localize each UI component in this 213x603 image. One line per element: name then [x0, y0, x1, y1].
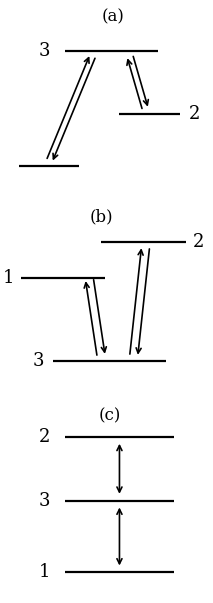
Text: 2: 2 — [39, 428, 50, 446]
Text: 3: 3 — [39, 42, 50, 60]
Text: (c): (c) — [98, 407, 121, 424]
Text: 1: 1 — [3, 268, 14, 286]
Text: (a): (a) — [102, 9, 125, 26]
Text: 1: 1 — [39, 563, 50, 581]
Text: (b): (b) — [89, 208, 113, 225]
Text: 3: 3 — [39, 491, 50, 510]
Text: 3: 3 — [33, 352, 45, 370]
Text: 2: 2 — [192, 233, 204, 251]
Text: 2: 2 — [189, 106, 200, 123]
